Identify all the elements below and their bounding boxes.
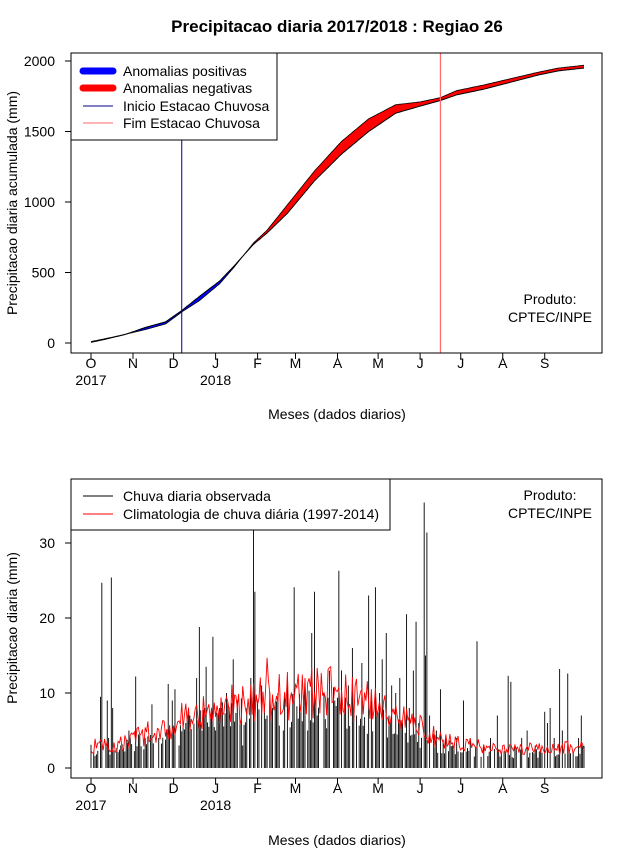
x-tick-label: J — [457, 780, 464, 796]
legend-label-positive: Anomalias positivas — [123, 63, 247, 79]
y-tick-label: 2000 — [24, 53, 55, 69]
year-label: 2018 — [200, 372, 231, 388]
x-tick-label: N — [128, 780, 138, 796]
y-tick-label: 10 — [39, 685, 55, 701]
legend-box-bottom — [70, 478, 391, 531]
x-tick-label: J — [457, 355, 464, 371]
x-tick-label: D — [169, 780, 179, 796]
x-tick-label: F — [253, 355, 262, 371]
observed-rain-bars — [90, 502, 585, 768]
x-tick-label: O — [86, 780, 97, 796]
x-tick-label: N — [128, 355, 138, 371]
accumulated-chart: Precipitacao diaria 2017/2018 : Regiao 2… — [4, 17, 603, 422]
product-label-line1: Produto: — [524, 487, 577, 503]
chart-title: Precipitacao diaria 2017/2018 : Regiao 2… — [171, 17, 503, 36]
legend-bottom: Chuva diaria observada Climatologia de c… — [70, 478, 391, 531]
x-tick-label: D — [169, 355, 179, 371]
negative-anomaly-area — [244, 65, 585, 255]
x-tick-label: M — [290, 780, 302, 796]
product-label-line2: CPTEC/INPE — [508, 309, 592, 325]
x-tick-label: J — [417, 780, 424, 796]
y-axis-bottom: 0 10 20 30 — [39, 535, 72, 776]
year-label: 2018 — [200, 797, 231, 813]
x-tick-label: M — [372, 780, 384, 796]
x-axis-top: O N D J F M A M J J A S 2017 2018 — [75, 352, 549, 388]
y-tick-label: 20 — [39, 610, 55, 626]
y-axis-label-top: Precipitacao diaria acumulada (mm) — [4, 91, 20, 315]
y-tick-label: 1500 — [24, 124, 55, 140]
x-axis-bottom: O N D J F M A M J J A S 2017 2018 — [75, 777, 549, 813]
legend-label-observed: Chuva diaria observada — [123, 488, 271, 504]
x-tick-label: S — [540, 355, 549, 371]
y-tick-label: 0 — [47, 760, 55, 776]
x-tick-label: J — [212, 355, 219, 371]
year-label: 2017 — [75, 372, 106, 388]
x-tick-label: J — [212, 780, 219, 796]
legend-label-onset: Inicio Estacao Chuvosa — [123, 98, 270, 114]
plot-frame-top — [70, 52, 603, 354]
x-tick-label: J — [417, 355, 424, 371]
legend-label-negative: Anomalias negativas — [123, 80, 252, 96]
climatology-daily-line — [90, 657, 585, 756]
x-axis-label-bottom: Meses (dados diarios) — [268, 832, 406, 848]
x-tick-label: M — [372, 355, 384, 371]
x-tick-label: A — [498, 355, 508, 371]
y-axis-label-bottom: Precipitacao diaria (mm) — [4, 552, 20, 704]
y-tick-label: 1000 — [24, 194, 55, 210]
climatology-accumulation-line — [90, 64, 585, 342]
product-label-line1: Produto: — [524, 291, 577, 307]
product-label-bottom: Produto: CPTEC/INPE — [508, 487, 592, 521]
y-axis-top: 0 500 1000 1500 2000 — [24, 53, 72, 351]
climatology-line — [90, 657, 585, 756]
x-tick-label: F — [253, 780, 262, 796]
x-axis-label-top: Meses (dados diarios) — [268, 406, 406, 422]
x-tick-label: S — [540, 780, 549, 796]
y-tick-label: 0 — [47, 335, 55, 351]
product-label-line2: CPTEC/INPE — [508, 505, 592, 521]
positive-anomaly-area — [127, 254, 245, 334]
year-label: 2017 — [75, 797, 106, 813]
product-label-top: Produto: CPTEC/INPE — [508, 291, 592, 325]
x-tick-label: O — [86, 355, 97, 371]
daily-chart: 0 10 20 30 O N D J F M A M J J A S 2017 2018 Meses (dado… — [4, 478, 603, 848]
y-tick-label: 500 — [32, 265, 56, 281]
legend-label-climatology: Climatologia de chuva diária (1997-2014) — [123, 506, 379, 522]
observed-accumulation-line — [90, 67, 585, 343]
legend-label-end: Fim Estacao Chuvosa — [123, 115, 260, 131]
y-tick-label: 30 — [39, 535, 55, 551]
x-tick-label: A — [333, 355, 343, 371]
x-tick-label: A — [498, 780, 508, 796]
legend-top: Anomalias positivas Anomalias negativas … — [70, 52, 278, 141]
x-tick-label: M — [290, 355, 302, 371]
x-tick-label: A — [333, 780, 343, 796]
